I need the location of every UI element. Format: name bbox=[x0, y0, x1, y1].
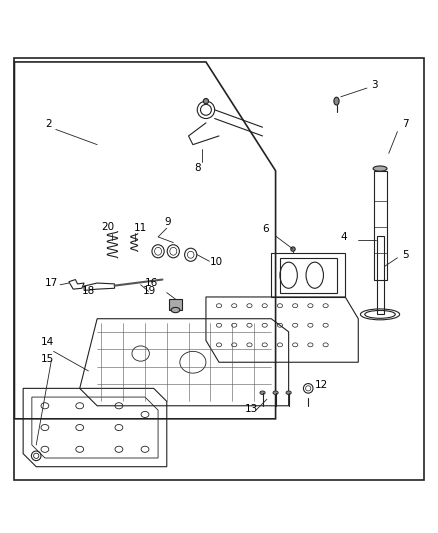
Ellipse shape bbox=[273, 391, 278, 394]
Text: 7: 7 bbox=[402, 119, 408, 129]
Bar bbox=[374, 171, 387, 279]
Text: 18: 18 bbox=[82, 286, 95, 296]
Text: 12: 12 bbox=[315, 381, 328, 390]
Text: 19: 19 bbox=[143, 286, 156, 296]
Text: 13: 13 bbox=[245, 405, 258, 414]
Text: 16: 16 bbox=[145, 278, 158, 288]
Text: 6: 6 bbox=[262, 224, 269, 233]
Text: 9: 9 bbox=[165, 217, 171, 227]
Bar bbox=[271, 254, 345, 297]
Bar bbox=[280, 258, 336, 293]
Ellipse shape bbox=[260, 391, 265, 394]
Bar bbox=[377, 236, 384, 314]
Text: 17: 17 bbox=[45, 278, 58, 288]
Text: 3: 3 bbox=[371, 80, 378, 90]
Ellipse shape bbox=[171, 308, 180, 313]
Text: 8: 8 bbox=[194, 163, 201, 173]
Bar bbox=[169, 299, 182, 310]
Text: 5: 5 bbox=[402, 250, 408, 260]
Text: 2: 2 bbox=[45, 119, 52, 129]
Ellipse shape bbox=[291, 247, 295, 251]
Text: 4: 4 bbox=[341, 232, 347, 243]
Ellipse shape bbox=[334, 97, 339, 105]
Text: 20: 20 bbox=[102, 222, 115, 231]
Ellipse shape bbox=[286, 391, 291, 394]
Text: 10: 10 bbox=[210, 257, 223, 266]
Ellipse shape bbox=[373, 166, 387, 171]
Text: 15: 15 bbox=[41, 354, 54, 364]
Ellipse shape bbox=[203, 99, 208, 104]
Text: 11: 11 bbox=[134, 223, 147, 233]
Text: 14: 14 bbox=[41, 337, 54, 347]
